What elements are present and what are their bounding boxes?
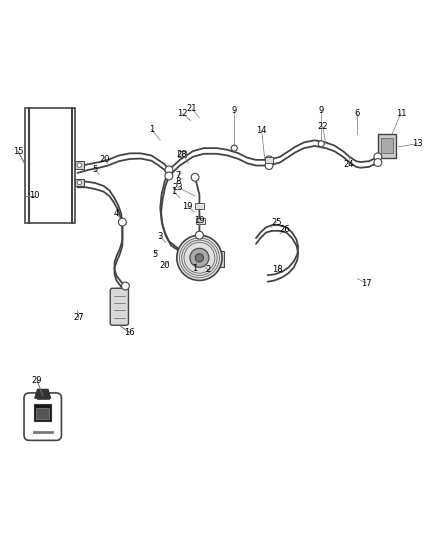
Text: 19: 19 [182, 202, 193, 211]
Text: 12: 12 [177, 109, 187, 118]
Text: 15: 15 [13, 147, 23, 156]
Text: 18: 18 [272, 265, 283, 274]
Bar [34, 405, 51, 421]
Circle shape [195, 254, 204, 262]
Text: 10: 10 [29, 191, 39, 200]
Bar [195, 204, 204, 209]
Circle shape [177, 235, 222, 280]
Text: 23: 23 [172, 183, 183, 192]
Bar [199, 251, 224, 267]
Bar [36, 408, 49, 419]
Bar [196, 218, 205, 224]
Circle shape [231, 145, 237, 151]
Circle shape [374, 153, 382, 161]
Circle shape [265, 161, 273, 169]
Text: 7: 7 [175, 172, 180, 181]
Text: 11: 11 [396, 109, 406, 118]
Circle shape [195, 231, 203, 239]
Text: 13: 13 [412, 139, 422, 148]
Text: 17: 17 [361, 279, 371, 287]
Text: 5: 5 [152, 250, 157, 259]
Bar [381, 138, 392, 154]
Circle shape [318, 141, 324, 147]
Circle shape [165, 166, 173, 174]
Circle shape [374, 158, 382, 166]
Text: 1: 1 [149, 125, 154, 134]
Text: 16: 16 [124, 328, 135, 337]
Text: 6: 6 [355, 109, 360, 118]
Text: 2: 2 [205, 265, 211, 274]
Text: 9: 9 [319, 106, 324, 115]
Text: 19: 19 [194, 216, 205, 225]
Text: 14: 14 [256, 126, 267, 135]
Circle shape [121, 282, 129, 290]
Circle shape [191, 173, 199, 181]
Circle shape [118, 218, 126, 226]
Text: 28: 28 [177, 150, 187, 159]
Text: 29: 29 [32, 376, 42, 385]
FancyBboxPatch shape [110, 288, 128, 325]
Circle shape [77, 163, 81, 167]
Bar [265, 157, 273, 163]
Text: 1: 1 [192, 264, 198, 273]
Bar [378, 134, 396, 158]
Circle shape [265, 156, 273, 164]
Text: 27: 27 [74, 313, 84, 322]
Text: 20: 20 [100, 156, 110, 164]
Text: 5: 5 [92, 165, 98, 174]
Text: 8: 8 [175, 177, 180, 186]
Text: 25: 25 [271, 217, 282, 227]
Bar [74, 161, 84, 169]
Circle shape [165, 172, 173, 180]
Text: 4: 4 [114, 209, 119, 218]
Bar [25, 108, 75, 223]
Circle shape [77, 180, 81, 184]
Text: 24: 24 [343, 160, 354, 169]
Text: 22: 22 [318, 122, 328, 131]
Text: 9: 9 [232, 106, 237, 115]
Text: 3: 3 [158, 232, 163, 241]
Text: 26: 26 [280, 225, 290, 234]
Text: 1: 1 [171, 187, 176, 196]
Bar [74, 179, 84, 187]
Bar [178, 151, 186, 157]
Text: 20: 20 [159, 261, 170, 270]
Circle shape [190, 248, 209, 268]
Text: 21: 21 [187, 104, 197, 114]
FancyBboxPatch shape [24, 393, 61, 440]
Polygon shape [35, 390, 50, 398]
